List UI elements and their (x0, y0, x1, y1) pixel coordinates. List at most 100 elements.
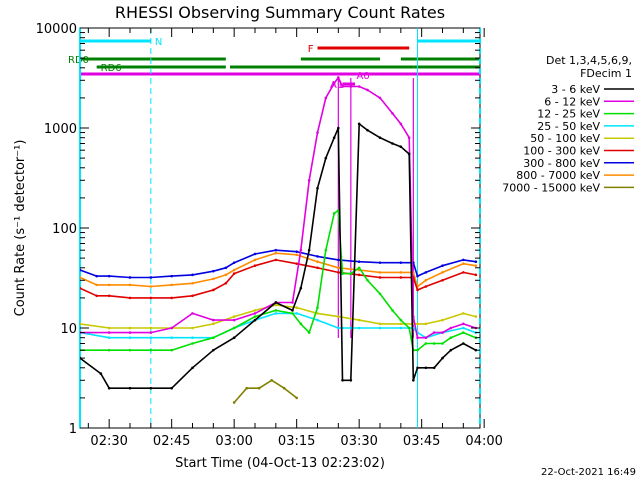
data-point (416, 348, 419, 352)
data-point (191, 366, 194, 370)
data-point (349, 85, 353, 88)
data-point (357, 85, 361, 88)
data-point (378, 96, 382, 100)
data-point (170, 336, 173, 339)
data-point (432, 342, 436, 345)
data-point (212, 269, 215, 273)
x-axis: 02:30 02:45 03:00 03:15 03:30 03:45 04:00 (87, 28, 503, 449)
data-point (324, 96, 328, 100)
legend-entry-label: 800 - 7000 keV (516, 169, 600, 182)
data-point (391, 142, 394, 145)
legend-entry-label: 25 - 50 keV (537, 120, 600, 133)
data-point (170, 386, 173, 390)
data-point (128, 276, 132, 279)
data-point (274, 301, 278, 304)
data-point (474, 264, 478, 267)
y-axis-label: Count Rate (s⁻¹ detector⁻¹) (13, 140, 28, 317)
data-point (432, 366, 436, 370)
data-point (416, 336, 419, 339)
data-point (107, 294, 111, 298)
data-point (291, 309, 294, 312)
y-tick-label: 1000 (44, 122, 77, 137)
data-point (99, 372, 103, 375)
x-tick-label: 03:30 (340, 434, 377, 449)
data-point (462, 322, 465, 326)
data-point (366, 128, 369, 132)
data-point (253, 315, 257, 318)
data-point (441, 318, 444, 322)
data-point (291, 312, 294, 315)
data-point (462, 258, 465, 262)
data-point (107, 348, 111, 352)
data-point (274, 312, 278, 315)
legend-entry-label: 300 - 800 keV (523, 157, 600, 170)
data-point (337, 315, 340, 318)
data-point (474, 273, 478, 277)
state-bands: N F RD0 RD6 A1 A0 (68, 37, 480, 91)
series-line-3-6-kev (80, 123, 477, 390)
data-point (149, 276, 153, 279)
data-point (274, 251, 278, 255)
data-point (462, 326, 465, 330)
series-line-50-100-kev (80, 304, 476, 329)
data-point (399, 122, 403, 126)
data-point (316, 306, 319, 309)
data-point (295, 253, 298, 257)
data-point (399, 326, 403, 330)
data-point (441, 264, 444, 267)
data-point (407, 152, 411, 156)
data-point (416, 274, 419, 278)
data-point (149, 296, 153, 300)
x-tick-label: 03:45 (403, 434, 440, 449)
data-point (274, 258, 278, 262)
data-point (474, 315, 478, 318)
data-point (462, 262, 465, 265)
data-point (378, 292, 382, 296)
series-group (80, 76, 478, 404)
data-point (416, 366, 419, 370)
data-point (191, 312, 194, 315)
data-point (128, 326, 132, 330)
data-point (253, 312, 257, 315)
data-point (407, 136, 411, 139)
band-label: F (308, 44, 314, 55)
band-label: RD0 (68, 55, 89, 66)
data-point (337, 126, 340, 130)
data-point (337, 266, 340, 270)
data-point (212, 336, 215, 339)
data-point (337, 326, 340, 330)
x-tick-label: 02:45 (153, 434, 190, 449)
data-point (462, 312, 465, 315)
x-tick-label: 03:00 (215, 434, 252, 449)
data-point (191, 342, 194, 345)
y-tick-label: 10000 (36, 22, 77, 37)
data-point (170, 326, 173, 330)
data-point (232, 318, 236, 322)
data-point (357, 260, 361, 264)
data-point (107, 326, 111, 330)
data-point (80, 268, 82, 272)
data-point (170, 296, 173, 300)
data-point (253, 264, 257, 267)
data-point (424, 285, 428, 288)
data-point (378, 322, 382, 326)
data-point (332, 212, 336, 215)
data-point (224, 266, 228, 270)
data-point (295, 250, 298, 253)
series-line-800-7000-kev (80, 252, 476, 288)
data-point (424, 322, 428, 326)
data-point (416, 288, 419, 292)
data-point (299, 286, 303, 290)
data-point (378, 261, 382, 264)
data-point (424, 336, 428, 339)
data-point (80, 276, 82, 279)
data-point (170, 283, 173, 287)
data-point (212, 322, 215, 326)
data-point (128, 283, 132, 287)
data-point (441, 356, 444, 360)
data-point (149, 326, 153, 330)
data-point (80, 322, 82, 326)
data-point (232, 268, 236, 272)
data-point (253, 252, 257, 256)
data-point (149, 348, 153, 352)
